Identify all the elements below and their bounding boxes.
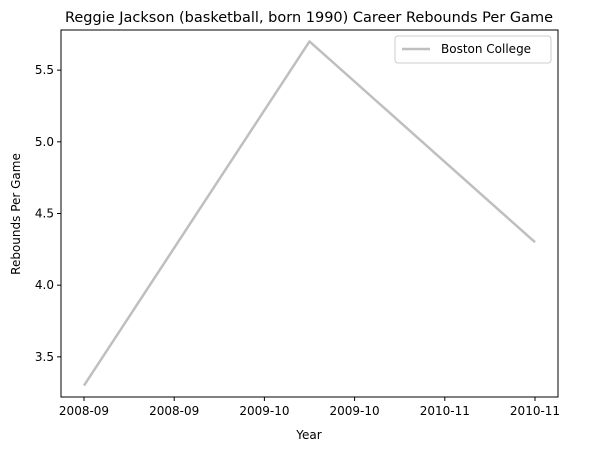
chart-title: Reggie Jackson (basketball, born 1990) C… — [65, 10, 553, 26]
x-tick-label: 2008-09 — [59, 404, 109, 418]
y-tick-label: 4.5 — [35, 207, 54, 221]
legend-label-boston-college: Boston College — [441, 42, 531, 56]
x-tick-label: 2009-10 — [239, 404, 289, 418]
series-layer — [82, 40, 536, 387]
y-tick-label: 5.5 — [35, 63, 54, 77]
x-tick-label: 2009-10 — [330, 404, 380, 418]
y-axis-label: Rebounds Per Game — [9, 153, 23, 275]
x-tick-label: 2010-11 — [510, 404, 560, 418]
legend-box — [394, 35, 552, 64]
y-tick-label: 4.0 — [35, 278, 54, 292]
plot-frame — [60, 29, 559, 398]
y-tick-label: 5.0 — [35, 135, 54, 149]
y-axis: 3.5 4.0 4.5 5.0 5.5 — [35, 63, 61, 364]
legend: Boston College — [394, 35, 552, 64]
x-tick-label: 2008-09 — [149, 404, 199, 418]
plot-area — [60, 29, 559, 398]
x-axis-label: Year — [295, 428, 321, 442]
x-axis: 2008-09 2008-09 2009-10 2009-10 2010-11 2010-… — [59, 397, 560, 418]
y-tick-label: 3.5 — [35, 350, 54, 364]
x-tick-label: 2010-11 — [420, 404, 470, 418]
series-line-boston-college — [82, 40, 536, 387]
